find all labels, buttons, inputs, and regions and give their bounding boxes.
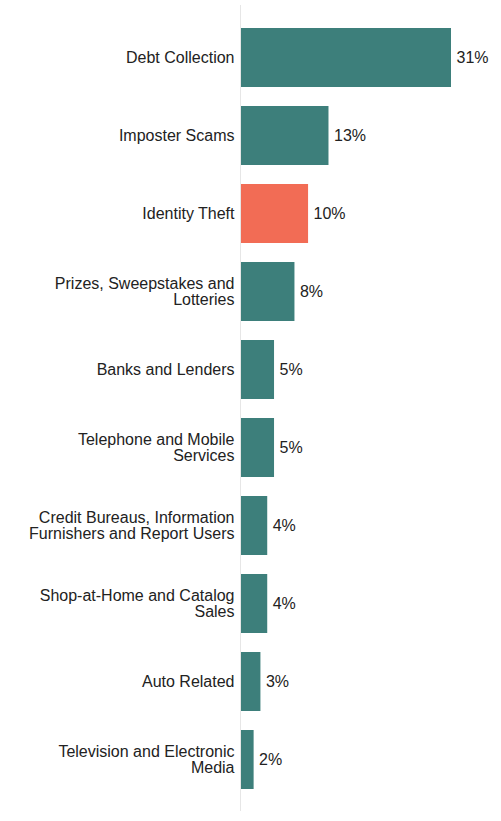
svg-text:4%: 4% (273, 595, 296, 612)
svg-text:10%: 10% (314, 205, 346, 222)
svg-text:Identity Theft: Identity Theft (142, 205, 235, 222)
svg-text:2%: 2% (259, 751, 282, 768)
svg-text:8%: 8% (300, 283, 323, 300)
svg-text:Telephone and MobileServices: Telephone and MobileServices (78, 431, 235, 464)
svg-text:Prizes, Sweepstakes andLotteri: Prizes, Sweepstakes andLotteries (55, 275, 235, 308)
svg-text:5%: 5% (280, 361, 303, 378)
svg-text:Television and ElectronicMedia: Television and ElectronicMedia (58, 743, 234, 776)
svg-text:Imposter Scams: Imposter Scams (119, 127, 235, 144)
svg-text:13%: 13% (334, 127, 366, 144)
svg-text:31%: 31% (457, 49, 489, 66)
svg-text:Shop-at-Home and CatalogSales: Shop-at-Home and CatalogSales (40, 587, 235, 620)
svg-text:Debt Collection: Debt Collection (126, 49, 235, 66)
svg-text:Auto Related: Auto Related (142, 673, 235, 690)
svg-text:3%: 3% (266, 673, 289, 690)
svg-text:Credit Bureaus, InformationFur: Credit Bureaus, InformationFurnishers an… (29, 509, 234, 542)
svg-text:5%: 5% (280, 439, 303, 456)
svg-text:Banks and Lenders: Banks and Lenders (97, 361, 235, 378)
svg-text:4%: 4% (273, 517, 296, 534)
